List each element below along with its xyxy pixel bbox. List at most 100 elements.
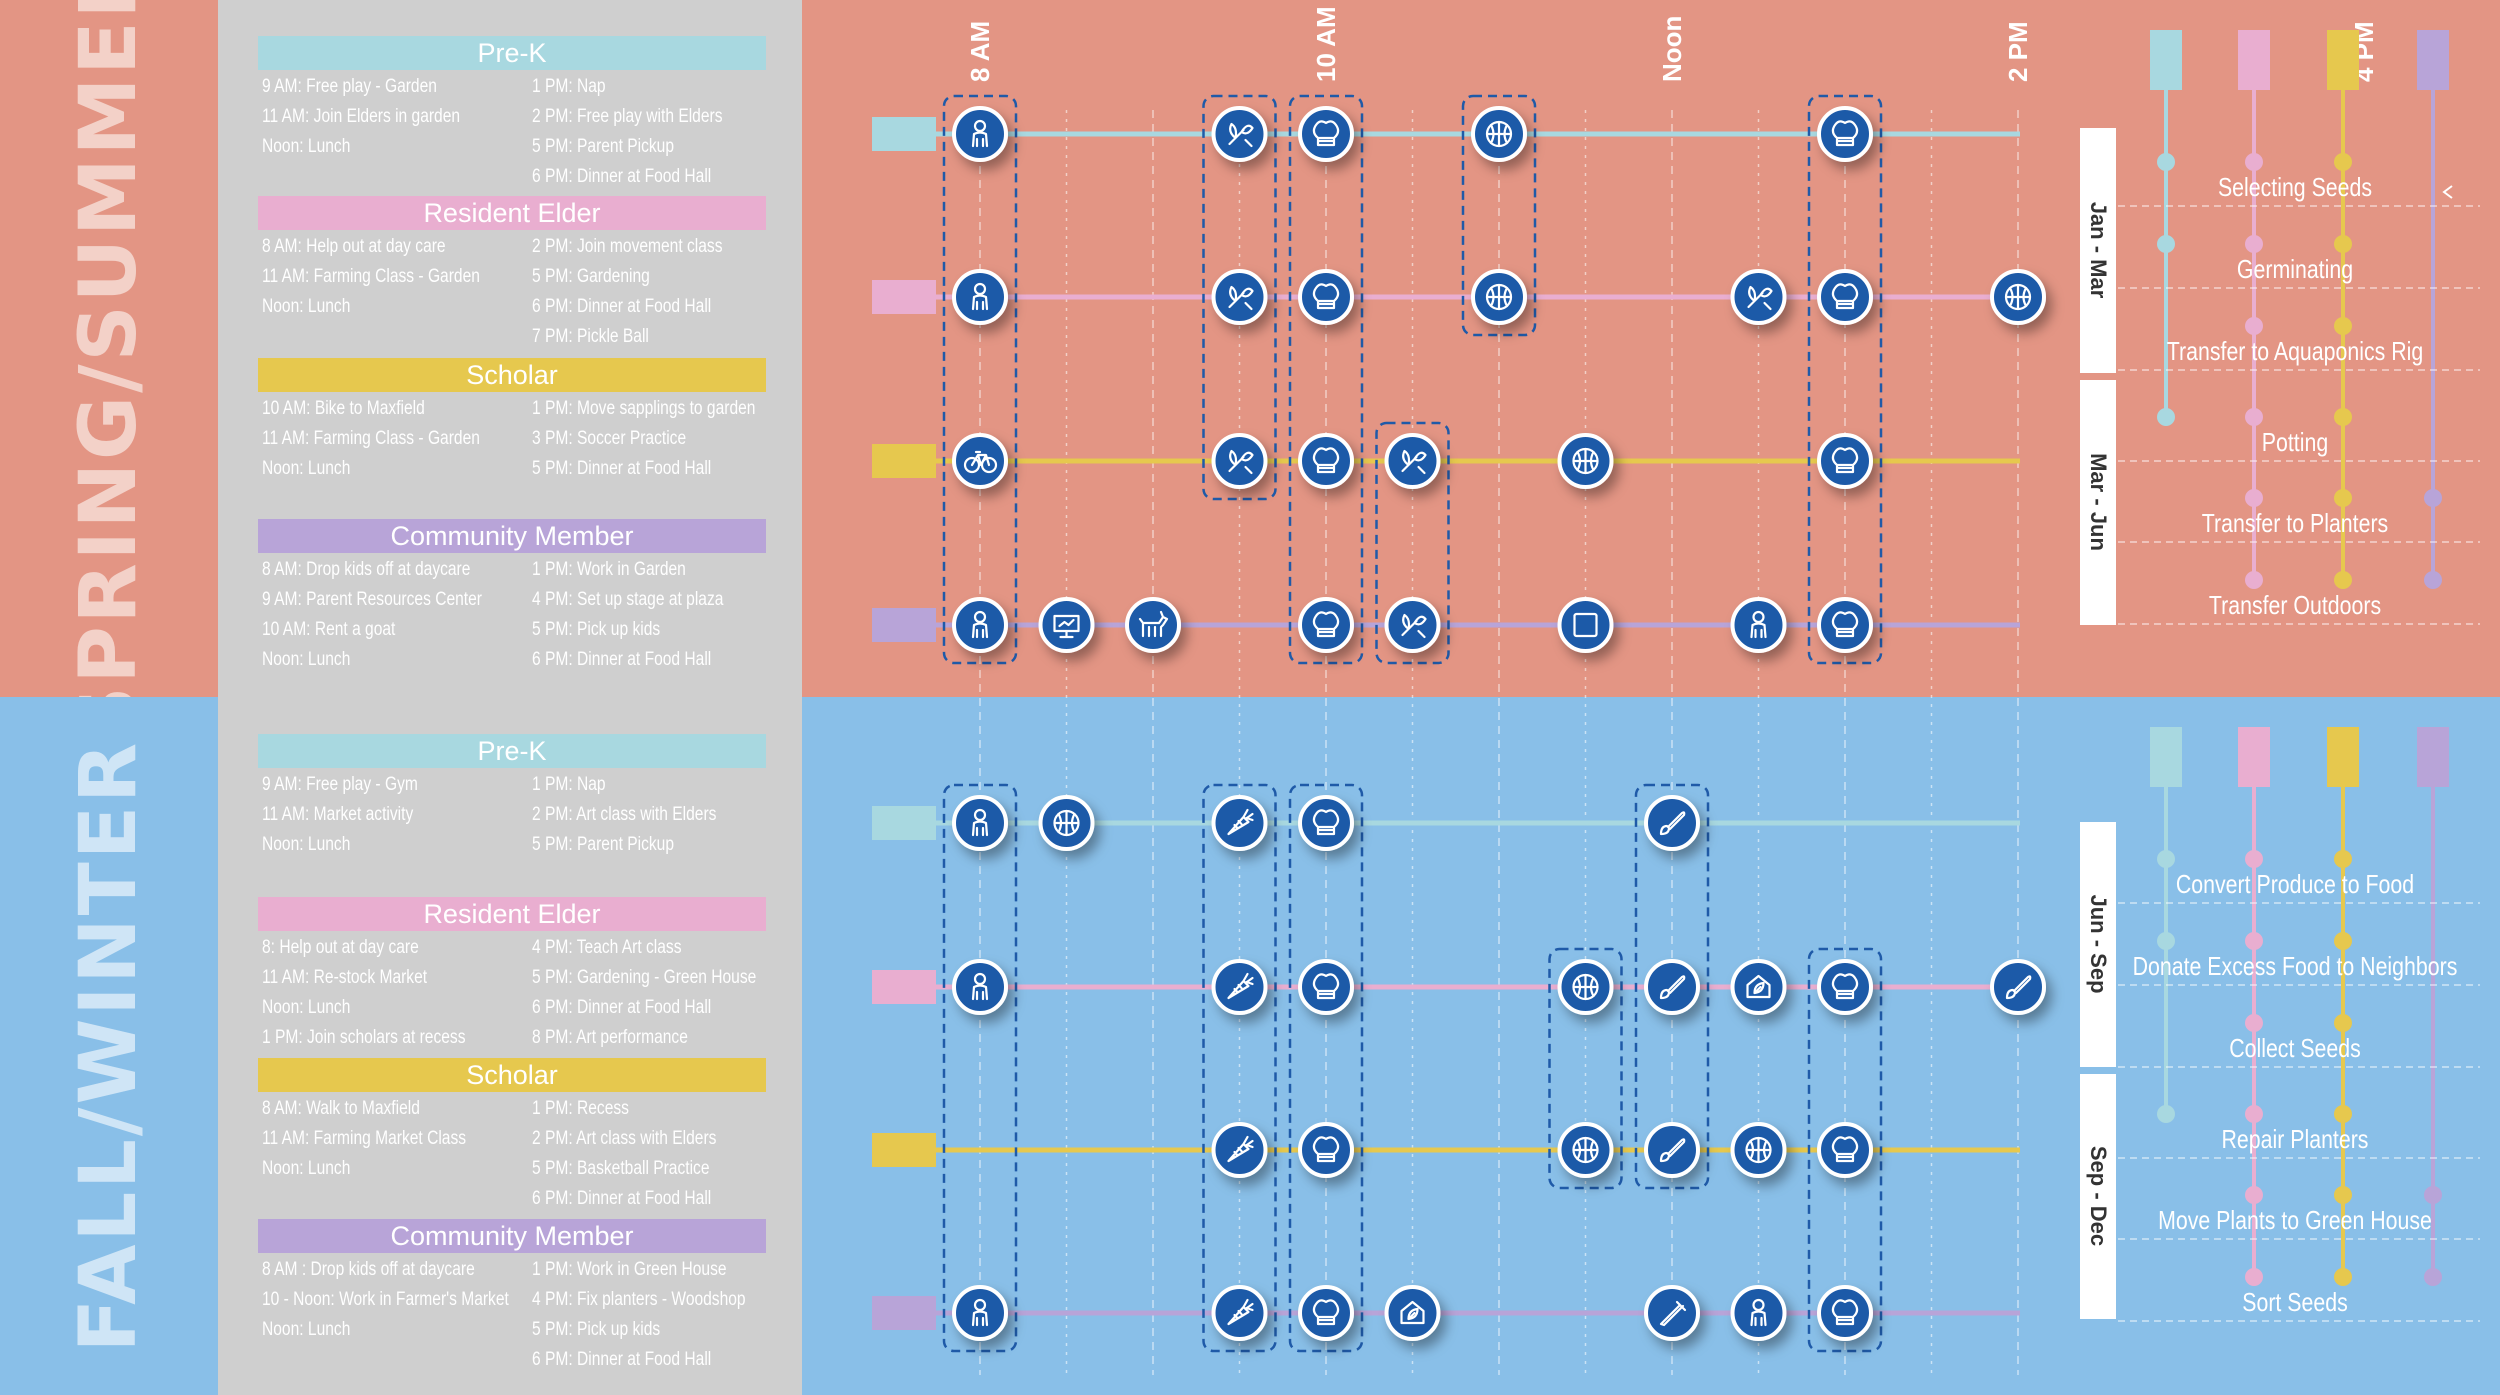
event-node[interactable]	[952, 106, 1008, 162]
event-node[interactable]	[1644, 1122, 1700, 1178]
schedule-line: 4 PM: Set up stage at plaza	[532, 589, 724, 610]
event-node[interactable]	[1298, 106, 1354, 162]
event-node[interactable]	[1471, 269, 1527, 325]
stage-dot	[2157, 1105, 2175, 1123]
event-node[interactable]	[1730, 959, 1787, 1015]
track-swatch	[872, 280, 936, 314]
chef-hat-icon	[1312, 447, 1340, 474]
chef-hat-icon	[1831, 120, 1859, 147]
event-node[interactable]	[1298, 959, 1354, 1015]
event-node[interactable]	[1557, 597, 1614, 653]
chef-hat-icon	[1831, 283, 1859, 310]
event-node[interactable]	[1211, 1122, 1268, 1178]
event-node[interactable]	[1817, 1285, 1873, 1341]
event-node[interactable]	[1211, 269, 1268, 325]
basketball-icon	[2004, 283, 2032, 311]
event-node[interactable]	[952, 269, 1008, 325]
schedule-line: Noon: Lunch	[262, 136, 351, 157]
event-node[interactable]	[1038, 597, 1095, 653]
event-node[interactable]	[1817, 1122, 1873, 1178]
event-node[interactable]	[1557, 959, 1614, 1015]
event-node[interactable]	[952, 959, 1008, 1015]
event-node[interactable]	[1817, 433, 1873, 489]
event-node[interactable]	[1211, 433, 1268, 489]
event-node[interactable]	[1644, 1285, 1700, 1341]
saw-icon	[1659, 1300, 1687, 1327]
event-node[interactable]	[1471, 106, 1527, 162]
event-node[interactable]	[1730, 269, 1787, 325]
event-node[interactable]	[1298, 269, 1354, 325]
stage-dot	[2424, 1268, 2442, 1286]
event-node[interactable]	[1384, 433, 1441, 489]
schedule-line: 10 - Noon: Work in Farmer's Market	[262, 1289, 509, 1310]
event-node[interactable]	[1211, 795, 1268, 851]
event-node[interactable]	[1730, 1285, 1787, 1341]
event-node[interactable]	[952, 433, 1008, 489]
event-node[interactable]	[1817, 959, 1873, 1015]
event-node[interactable]	[1817, 106, 1873, 162]
event-node[interactable]	[1557, 1122, 1614, 1178]
event-node[interactable]	[1384, 1285, 1441, 1341]
stage-dot	[2245, 932, 2263, 950]
phase-card	[2080, 822, 2116, 1067]
sapling-icon	[1401, 449, 1427, 475]
carrot-icon	[1227, 1135, 1254, 1163]
event-node[interactable]	[1211, 959, 1268, 1015]
event-node[interactable]	[1298, 1122, 1354, 1178]
stage-dot	[2157, 153, 2175, 171]
phase-label: Mar - Jun	[2086, 453, 2111, 551]
schedule-line: 4 PM: Fix planters - Woodshop	[532, 1289, 746, 1310]
event-node[interactable]	[952, 597, 1008, 653]
event-node[interactable]	[952, 1285, 1008, 1341]
schedule-line: 5 PM: Pick up kids	[532, 1319, 661, 1340]
event-node[interactable]	[1557, 433, 1614, 489]
basketball-icon	[1485, 283, 1513, 311]
event-node[interactable]	[1125, 597, 1181, 653]
stage-dot	[2424, 1186, 2442, 1204]
event-node[interactable]	[1038, 795, 1095, 851]
schedule-line: 5 PM: Dinner at Food Hall	[532, 458, 712, 479]
stage-dot	[2245, 1014, 2263, 1032]
basketball-icon	[1485, 120, 1513, 148]
schedule-line: 2 PM: Join movement class	[532, 236, 723, 257]
event-node[interactable]	[1211, 106, 1268, 162]
event-node[interactable]	[1298, 795, 1354, 851]
basketball-icon	[1572, 447, 1599, 475]
stage-dot	[2245, 489, 2263, 507]
goat-icon	[1138, 610, 1169, 638]
event-node[interactable]	[1644, 795, 1700, 851]
sapling-icon	[1401, 613, 1427, 639]
schedule-line: 6 PM: Dinner at Food Hall	[532, 1188, 712, 1209]
schedule-line: Noon: Lunch	[262, 1319, 351, 1340]
event-node[interactable]	[1384, 597, 1441, 653]
child-icon	[971, 808, 989, 837]
event-node[interactable]	[1298, 433, 1354, 489]
schedule-line: Noon: Lunch	[262, 997, 351, 1018]
event-node[interactable]	[1730, 597, 1787, 653]
event-node[interactable]	[1644, 959, 1700, 1015]
basketball-icon	[1572, 1136, 1599, 1164]
event-node[interactable]	[1298, 1285, 1354, 1341]
chef-hat-icon	[1312, 120, 1340, 147]
chevron-left-icon[interactable]	[2442, 185, 2453, 199]
event-node[interactable]	[1211, 1285, 1268, 1341]
event-node[interactable]	[1730, 1122, 1787, 1178]
schedule-line: 6 PM: Dinner at Food Hall	[532, 997, 712, 1018]
stage-dot	[2245, 408, 2263, 426]
stage-dot	[2245, 153, 2263, 171]
stage-dot	[2334, 1268, 2352, 1286]
schedule-line: 11 AM: Market activity	[262, 804, 414, 825]
event-node[interactable]	[952, 795, 1008, 851]
event-node[interactable]	[1990, 269, 2046, 325]
event-node[interactable]	[1298, 597, 1354, 653]
stage-dot	[2157, 235, 2175, 253]
schedule-line: 1 PM: Move sapplings to garden	[532, 398, 756, 419]
event-node[interactable]	[1990, 959, 2046, 1015]
schedule-line: 7 PM: Pickle Ball	[532, 326, 649, 347]
schedule-line: 8 AM: Walk to Maxfield	[262, 1098, 420, 1119]
event-node[interactable]	[1817, 269, 1873, 325]
legend-swatch	[2327, 30, 2359, 90]
legend-swatch	[2238, 30, 2270, 90]
event-node[interactable]	[1817, 597, 1873, 653]
